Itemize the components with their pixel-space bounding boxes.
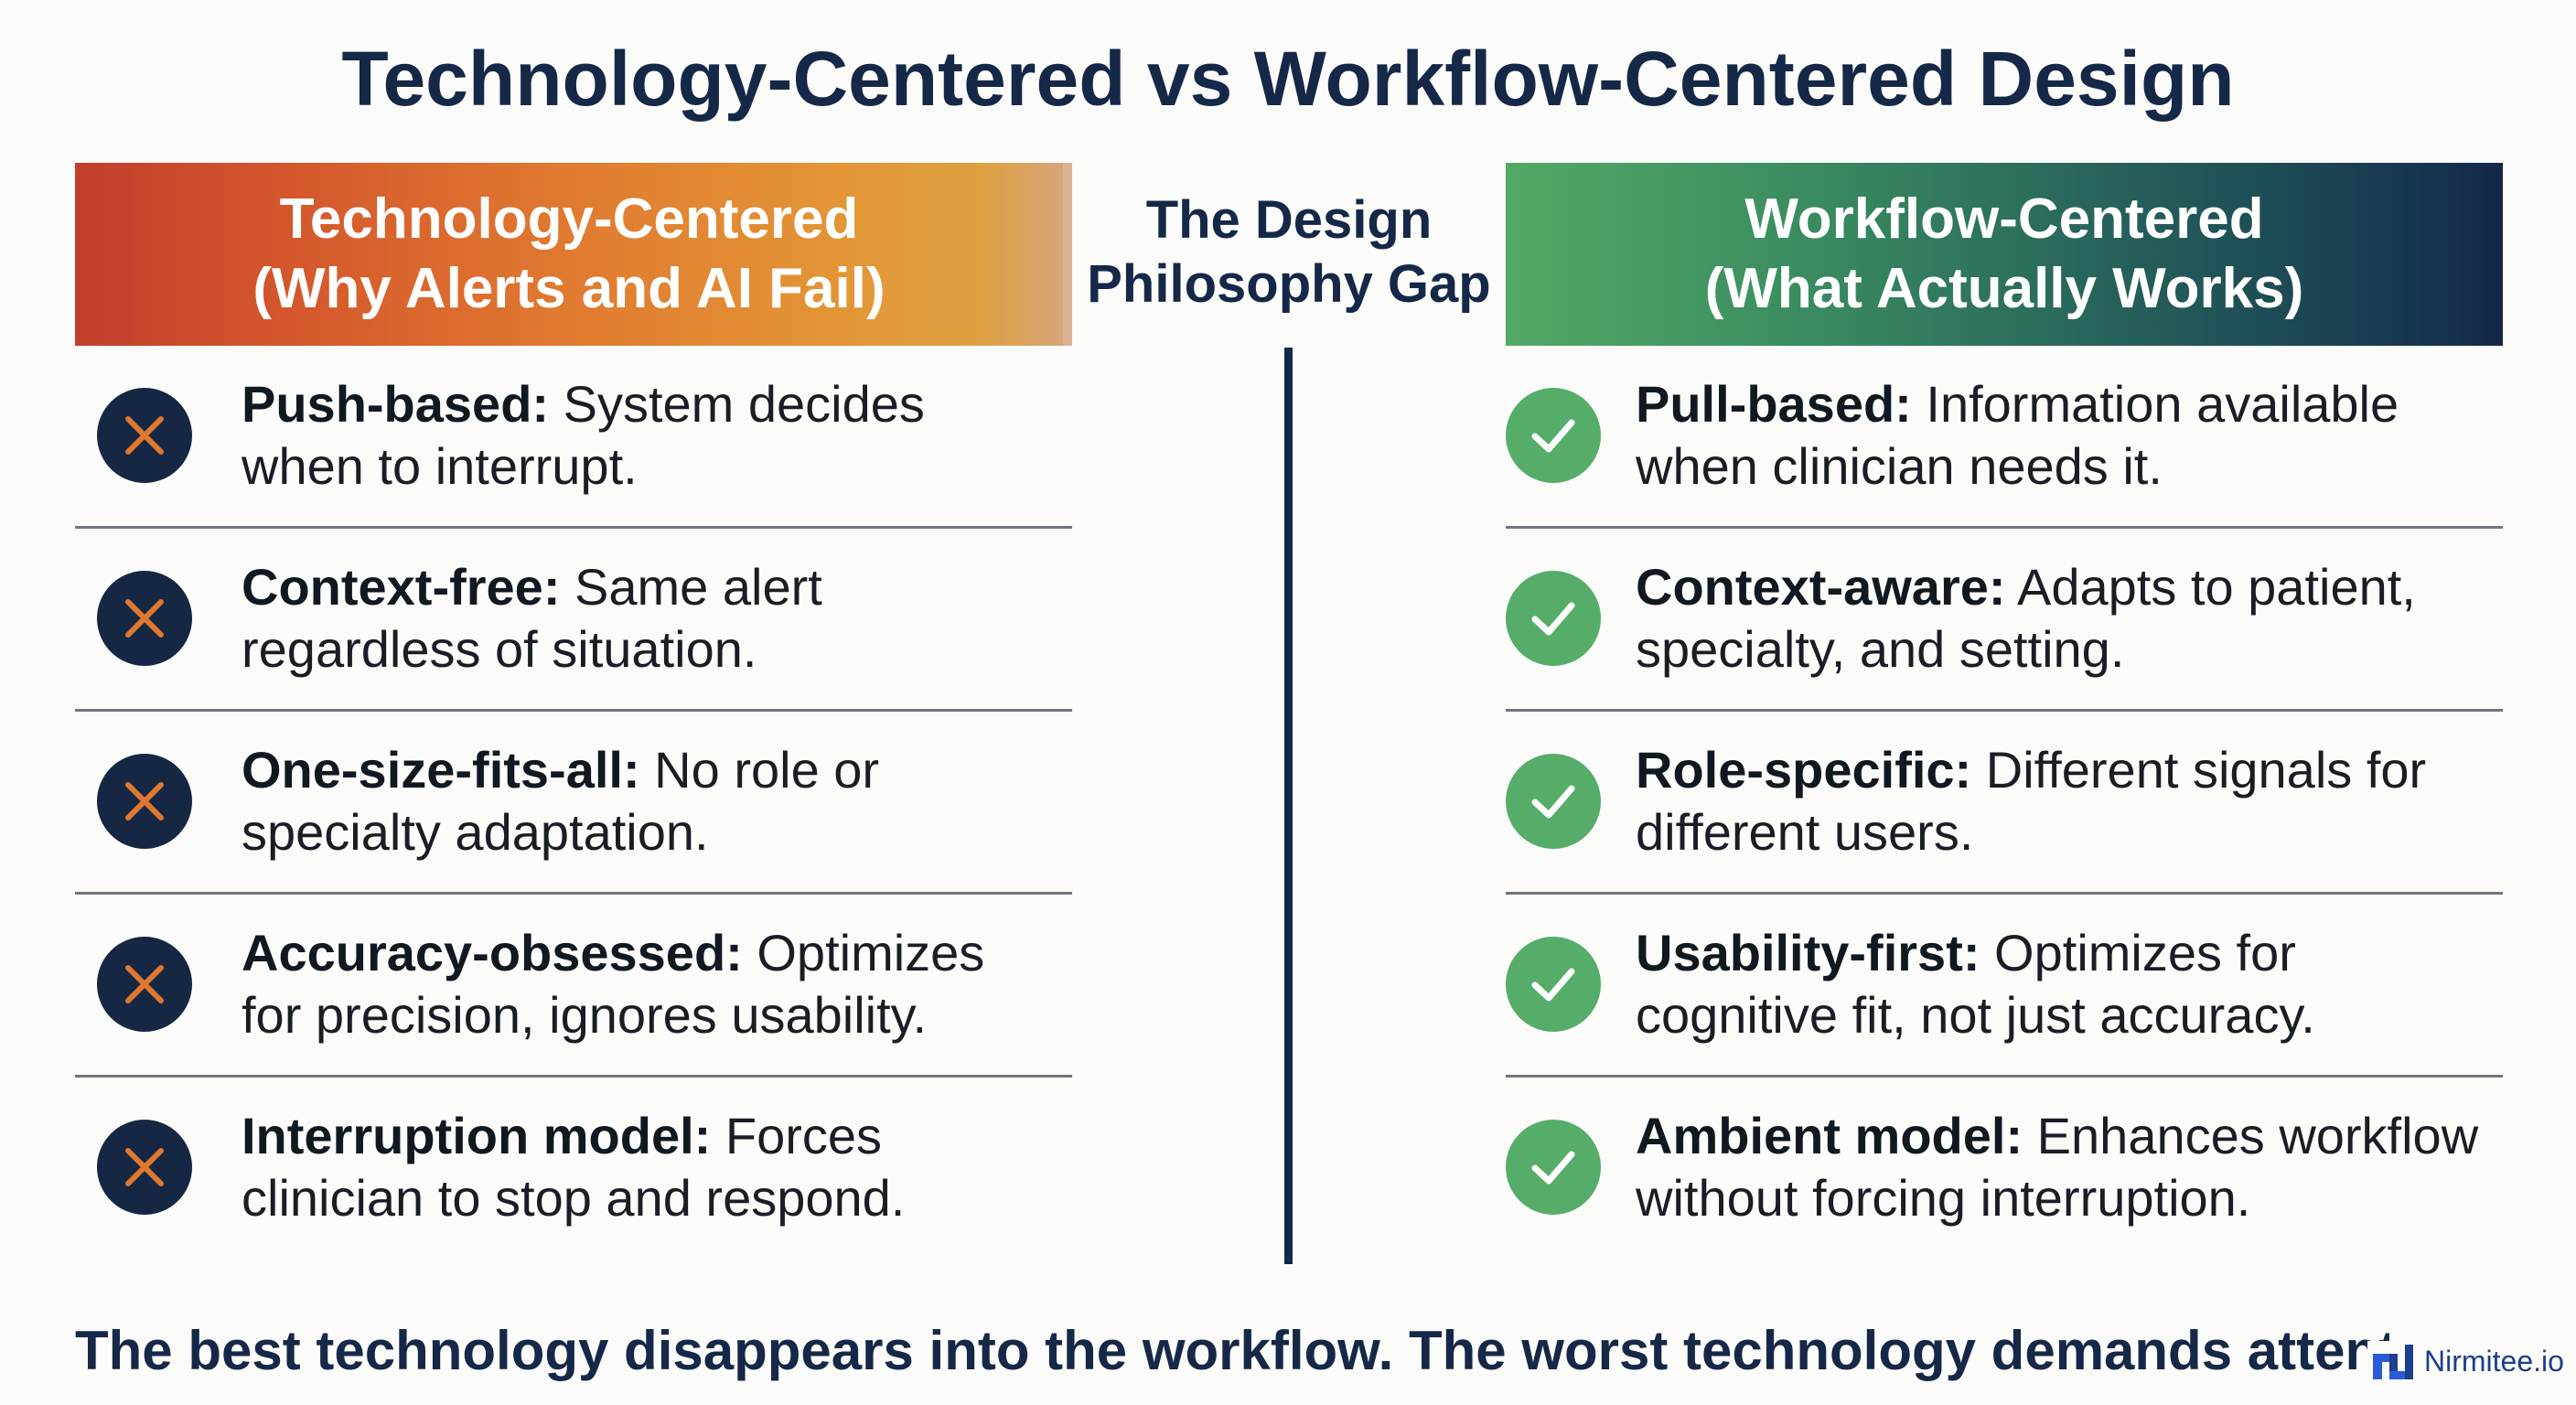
item-desc-line1: Adapts to patient, — [2005, 558, 2416, 616]
item-text: Usability-first: Optimizes for cognitive… — [1636, 922, 2503, 1046]
check-icon — [1506, 754, 1601, 849]
item-desc-line1: Same alert — [560, 558, 822, 616]
item-text: Role-specific: Different signals for dif… — [1636, 739, 2503, 863]
item-desc-line2: cognitive fit, not just accuracy. — [1636, 986, 2315, 1044]
workflow-centered-header-title: Workflow-Centered — [1744, 188, 2264, 251]
technology-centered-header-title: Technology-Centered — [279, 188, 859, 251]
x-icon — [97, 571, 192, 666]
workflow-centered-header-subtitle: (What Actually Works) — [1704, 257, 2304, 320]
workflow-centered-item: Role-specific: Different signals for dif… — [1506, 712, 2503, 895]
x-icon — [97, 754, 192, 849]
workflow-centered-item: Ambient model: Enhances workflow without… — [1506, 1078, 2503, 1260]
item-term: Role-specific: — [1636, 741, 1972, 799]
center-label-line2: Philosophy Gap — [1087, 254, 1491, 314]
technology-centered-item: Context-free: Same alert regardless of s… — [75, 529, 1072, 712]
x-icon — [97, 1120, 192, 1215]
item-text: Ambient model: Enhances workflow without… — [1636, 1105, 2503, 1229]
item-desc-line2: when clinician needs it. — [1636, 437, 2163, 495]
item-desc-line2: regardless of situation. — [242, 620, 757, 678]
item-term: Usability-first: — [1636, 924, 1980, 981]
page-title: Technology-Centered vs Workflow-Centered… — [341, 36, 2235, 122]
item-text: Pull-based: Information available when c… — [1636, 373, 2503, 498]
center-divider — [1284, 348, 1293, 1264]
technology-centered-header: Technology-Centered (Why Alerts and AI F… — [75, 163, 1072, 346]
workflow-centered-list: Pull-based: Information available when c… — [1506, 346, 2503, 1260]
item-desc-line1: System decides — [549, 375, 925, 433]
technology-centered-item: Push-based: System decides when to inter… — [75, 346, 1072, 529]
item-term: Ambient model: — [1636, 1107, 2023, 1164]
technology-centered-header-subtitle: (Why Alerts and AI Fail) — [252, 257, 886, 320]
design-philosophy-gap-label: The Design Philosophy Gap — [1072, 188, 1506, 316]
workflow-centered-item: Context-aware: Adapts to patient, specia… — [1506, 529, 2503, 712]
check-icon — [1506, 1120, 1601, 1215]
item-term: Pull-based: — [1636, 375, 1912, 433]
item-desc-line1: Optimizes for — [1980, 924, 2296, 981]
check-icon — [1506, 571, 1601, 666]
item-desc-line2: different users. — [1636, 803, 1974, 861]
brand-watermark: Nirmitee.io — [2367, 1341, 2568, 1381]
item-text: Interruption model: Forces clinician to … — [242, 1105, 1072, 1229]
item-text: Push-based: System decides when to inter… — [242, 373, 1072, 498]
item-desc-line1: Different signals for — [1971, 741, 2427, 799]
footer-tagline: The best technology disappears into the … — [75, 1320, 2389, 1381]
technology-centered-list: Push-based: System decides when to inter… — [75, 346, 1072, 1260]
item-text: Accuracy-obsessed: Optimizes for precisi… — [242, 922, 1072, 1046]
check-icon — [1506, 388, 1601, 483]
item-desc-line2: for precision, ignores usability. — [242, 986, 928, 1044]
item-desc-line1: No role or — [639, 741, 880, 799]
technology-centered-item: Interruption model: Forces clinician to … — [75, 1078, 1072, 1260]
item-desc-line2: without forcing interruption. — [1636, 1169, 2251, 1227]
item-desc-line2: specialty, and setting. — [1636, 620, 2125, 678]
item-term: One-size-fits-all: — [242, 741, 640, 799]
workflow-centered-item: Usability-first: Optimizes for cognitive… — [1506, 895, 2503, 1078]
item-term: Context-free: — [242, 558, 561, 616]
x-icon — [97, 937, 192, 1032]
technology-centered-item: Accuracy-obsessed: Optimizes for precisi… — [75, 895, 1072, 1078]
technology-centered-item: One-size-fits-all: No role or specialty … — [75, 712, 1072, 895]
item-term: Context-aware: — [1636, 558, 2006, 616]
check-icon — [1506, 937, 1601, 1032]
item-desc-line2: clinician to stop and respond. — [242, 1169, 906, 1227]
x-icon — [97, 388, 192, 483]
item-desc-line1: Information available — [1911, 375, 2399, 433]
workflow-centered-item: Pull-based: Information available when c… — [1506, 346, 2503, 529]
item-desc-line1: Forces — [711, 1107, 882, 1164]
item-text: Context-free: Same alert regardless of s… — [242, 556, 1072, 681]
item-text: One-size-fits-all: No role or specialty … — [242, 739, 1072, 863]
item-desc-line1: Optimizes — [742, 924, 985, 981]
center-label-line1: The Design — [1145, 190, 1433, 250]
workflow-centered-header: Workflow-Centered (What Actually Works) — [1506, 163, 2503, 346]
nirmitee-logo-icon — [2373, 1345, 2413, 1379]
item-term: Accuracy-obsessed: — [242, 924, 743, 981]
item-desc-line2: when to interrupt. — [242, 437, 638, 495]
item-text: Context-aware: Adapts to patient, specia… — [1636, 556, 2503, 681]
item-term: Interruption model: — [242, 1107, 712, 1164]
brand-name: Nirmitee.io — [2424, 1344, 2564, 1378]
item-desc-line1: Enhances workflow — [2023, 1107, 2479, 1164]
item-term: Push-based: — [242, 375, 550, 433]
item-desc-line2: specialty adaptation. — [242, 803, 709, 861]
